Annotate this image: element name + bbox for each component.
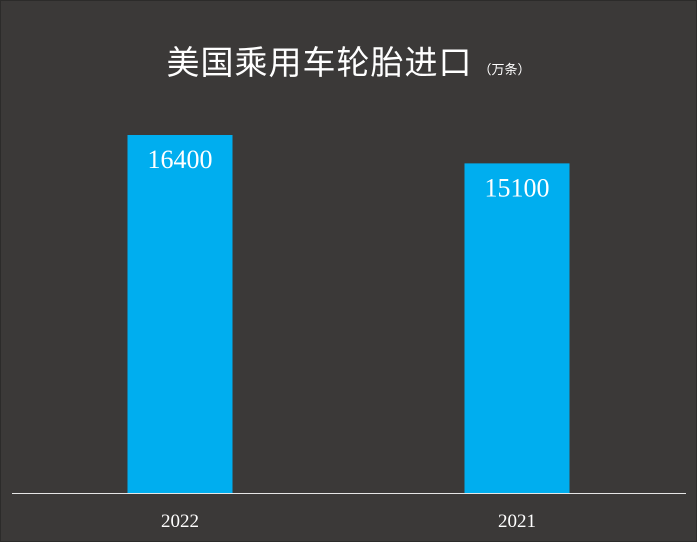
bar-2022 — [127, 135, 233, 493]
chart-unit: （万条） — [478, 63, 531, 78]
chart-title: 美国乘用车轮胎进口 — [166, 43, 473, 82]
chart-title-block: 美国乘用车轮胎进口 （万条） — [0, 36, 697, 84]
data-label-2021: 15100 — [485, 173, 550, 202]
x-tick-label-2021: 2021 — [498, 511, 536, 532]
bar-2021 — [464, 163, 570, 493]
data-label-2022: 16400 — [148, 145, 213, 174]
x-tick-label-2022: 2022 — [161, 511, 199, 532]
